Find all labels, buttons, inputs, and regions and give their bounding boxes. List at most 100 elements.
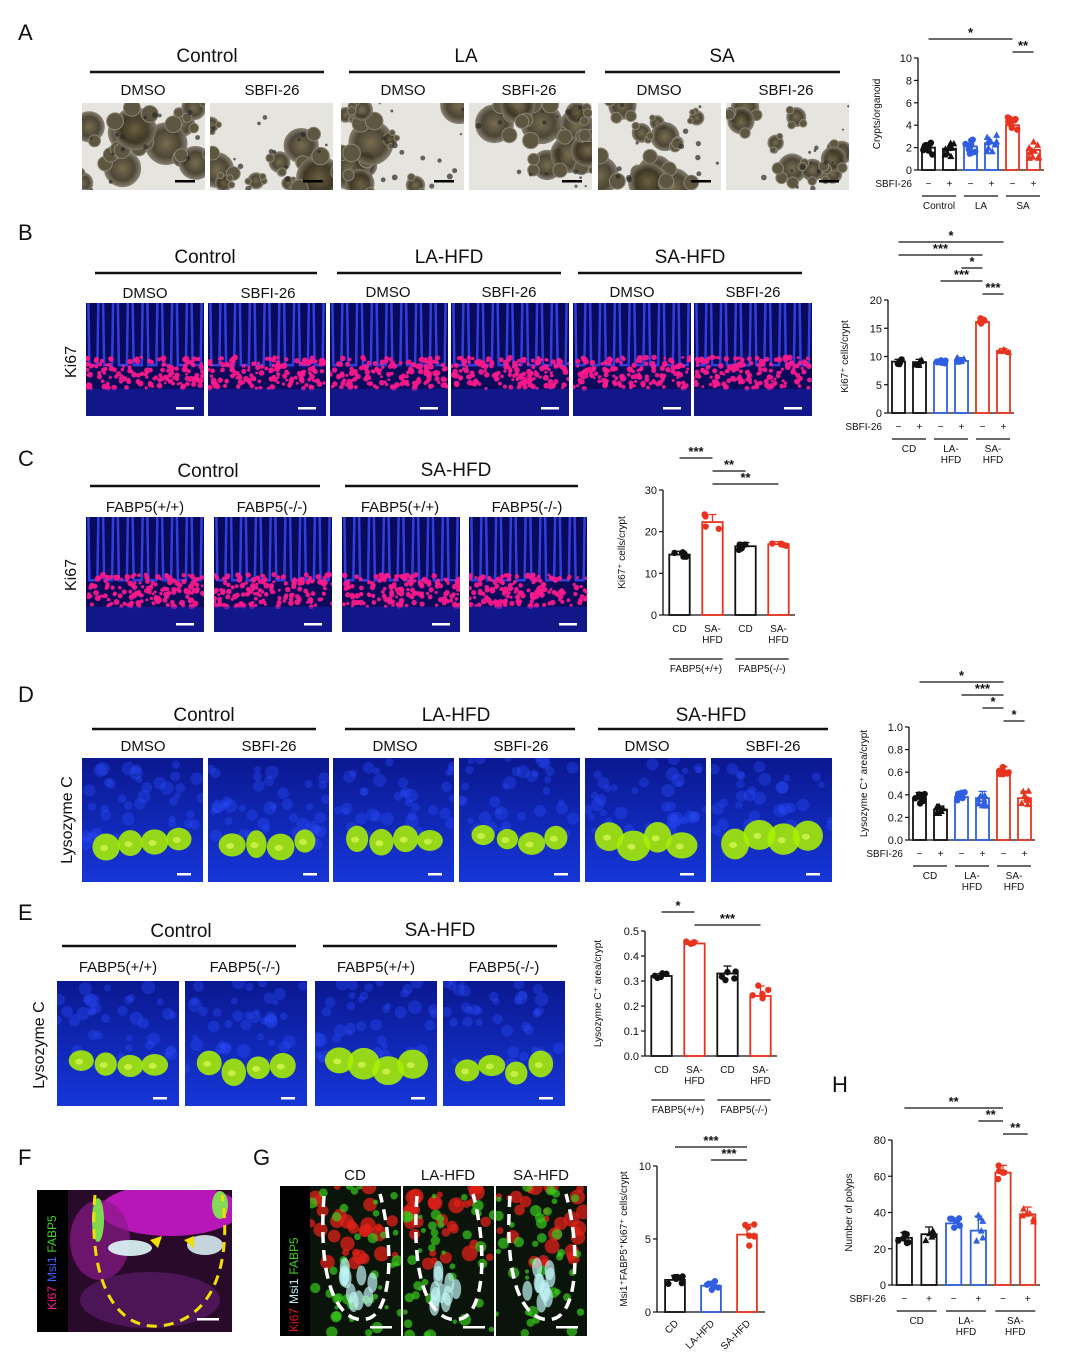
y-tick-label: 0 [651, 610, 657, 622]
data-point [922, 1236, 930, 1244]
treatment-label: SBFI-26 [240, 285, 295, 302]
data-point [1035, 153, 1043, 160]
data-point [1030, 138, 1038, 145]
data-point [731, 975, 738, 982]
treatment-label: SBFI-26 [481, 284, 536, 301]
panel-a-images [82, 103, 849, 190]
data-point [965, 146, 973, 153]
y-tick-label: 0.4 [888, 790, 903, 802]
ki67-image [208, 303, 326, 416]
category-label: + [959, 422, 965, 433]
data-point [1022, 1210, 1030, 1217]
data-point [1034, 141, 1042, 148]
svg-text:Ki67Msi1FABP5: Ki67 Msi1 FABP5 [45, 1215, 59, 1310]
data-point [690, 939, 697, 947]
y-tick-label: 0.1 [624, 1026, 639, 1038]
group-label: HFD [962, 882, 983, 893]
data-point [929, 151, 936, 158]
lysozyme-image [208, 758, 329, 882]
category-label: − [959, 849, 965, 860]
data-point [993, 131, 1001, 138]
genotype-label: FABP5(-/-) [237, 499, 308, 516]
ki67-image [330, 303, 448, 416]
data-point [665, 1280, 672, 1287]
group-label: SA- [1007, 1316, 1024, 1327]
data-point [755, 982, 762, 989]
data-point [935, 802, 943, 810]
data-point [759, 995, 766, 1002]
category-label: − [1000, 1294, 1006, 1305]
significance-label: * [1011, 707, 1017, 722]
data-point [894, 360, 902, 368]
group-label: SA [1016, 201, 1030, 212]
crypt-image [403, 1186, 494, 1336]
category-label: + [989, 179, 995, 190]
y-tick-label: 0.6 [888, 767, 903, 779]
data-point [993, 137, 1001, 145]
ki67-image [573, 303, 691, 416]
group-label: HFD [1004, 882, 1025, 893]
data-point [983, 133, 991, 140]
data-point [742, 1221, 749, 1229]
chart-G: 0 5 10 Msi1⁺FABP5⁺Ki67⁺ cells/crypt CD LA-HFD… [619, 1133, 765, 1352]
data-point [981, 791, 989, 799]
ki67-image [86, 517, 204, 632]
group-title: Control [176, 46, 237, 67]
significance-label: *** [703, 1133, 719, 1148]
data-point [960, 355, 968, 362]
y-tick-label: 0 [645, 1307, 651, 1319]
data-point [746, 1232, 753, 1239]
data-point [895, 1237, 902, 1244]
stain-label: Ki67 [63, 559, 80, 591]
data-point [920, 793, 927, 801]
y-tick-label: 20 [870, 295, 882, 307]
group-label: FABP5(+/+) [652, 1105, 704, 1116]
data-point [683, 938, 690, 945]
ki67-image [86, 303, 204, 416]
data-point [1024, 800, 1032, 808]
treatment-label: SBFI-26 [758, 82, 813, 99]
group-title: SA-HFD [405, 920, 476, 941]
panel-g-stain-legend: Ki67 Msi1 FABP5 [287, 1237, 301, 1332]
data-point [703, 1281, 711, 1288]
category-label: − [896, 422, 902, 433]
y-tick-label: 0.0 [888, 835, 903, 847]
data-point [1020, 792, 1028, 799]
group-title: LA-HFD [422, 705, 491, 726]
panel-a-headers: Control LA SA DMSO SBFI-26 DMSO SBFI-26 … [90, 46, 840, 99]
category-label: SA- [770, 624, 787, 635]
bar [668, 553, 691, 616]
category-label: − [917, 849, 923, 860]
panel-label-b: B [18, 220, 33, 245]
colocalization-image [68, 1190, 232, 1332]
category-label: CD [654, 1065, 668, 1076]
significance-label: ** [949, 1094, 960, 1109]
lysozyme-image [585, 758, 706, 882]
category-label: + [975, 1294, 981, 1305]
treatment-label: SBFI-26 [745, 738, 800, 755]
bar [650, 975, 673, 1057]
genotype-label: FABP5(-/-) [210, 959, 281, 976]
treatment-label: DMSO [373, 738, 418, 755]
significance-label: ** [740, 470, 751, 485]
factor-label: SBFI-26 [849, 1294, 886, 1305]
panel-label-f: F [18, 1145, 31, 1170]
data-point [995, 1162, 1002, 1169]
data-point [915, 361, 923, 369]
data-point [715, 525, 722, 532]
y-tick-label: 0.0 [624, 1051, 639, 1063]
significance-label: *** [975, 681, 991, 696]
data-point [905, 1239, 912, 1246]
group-title: SA-HFD [421, 460, 492, 481]
group-label: HFD [956, 1327, 977, 1338]
group-title: SA-HFD [513, 1167, 569, 1184]
group-label: FABP5(+/+) [670, 664, 722, 675]
ki67-image [342, 517, 460, 632]
data-point [749, 992, 756, 999]
data-point [954, 354, 962, 361]
category-label: − [901, 1294, 907, 1305]
category-label: + [1022, 849, 1028, 860]
y-tick-label: 0 [876, 408, 882, 420]
data-point [1005, 117, 1012, 125]
chart-E: 0.0 0.1 0.2 0.3 0.4 0.5 Lysozyme C⁺ area/crypt… [593, 898, 777, 1116]
